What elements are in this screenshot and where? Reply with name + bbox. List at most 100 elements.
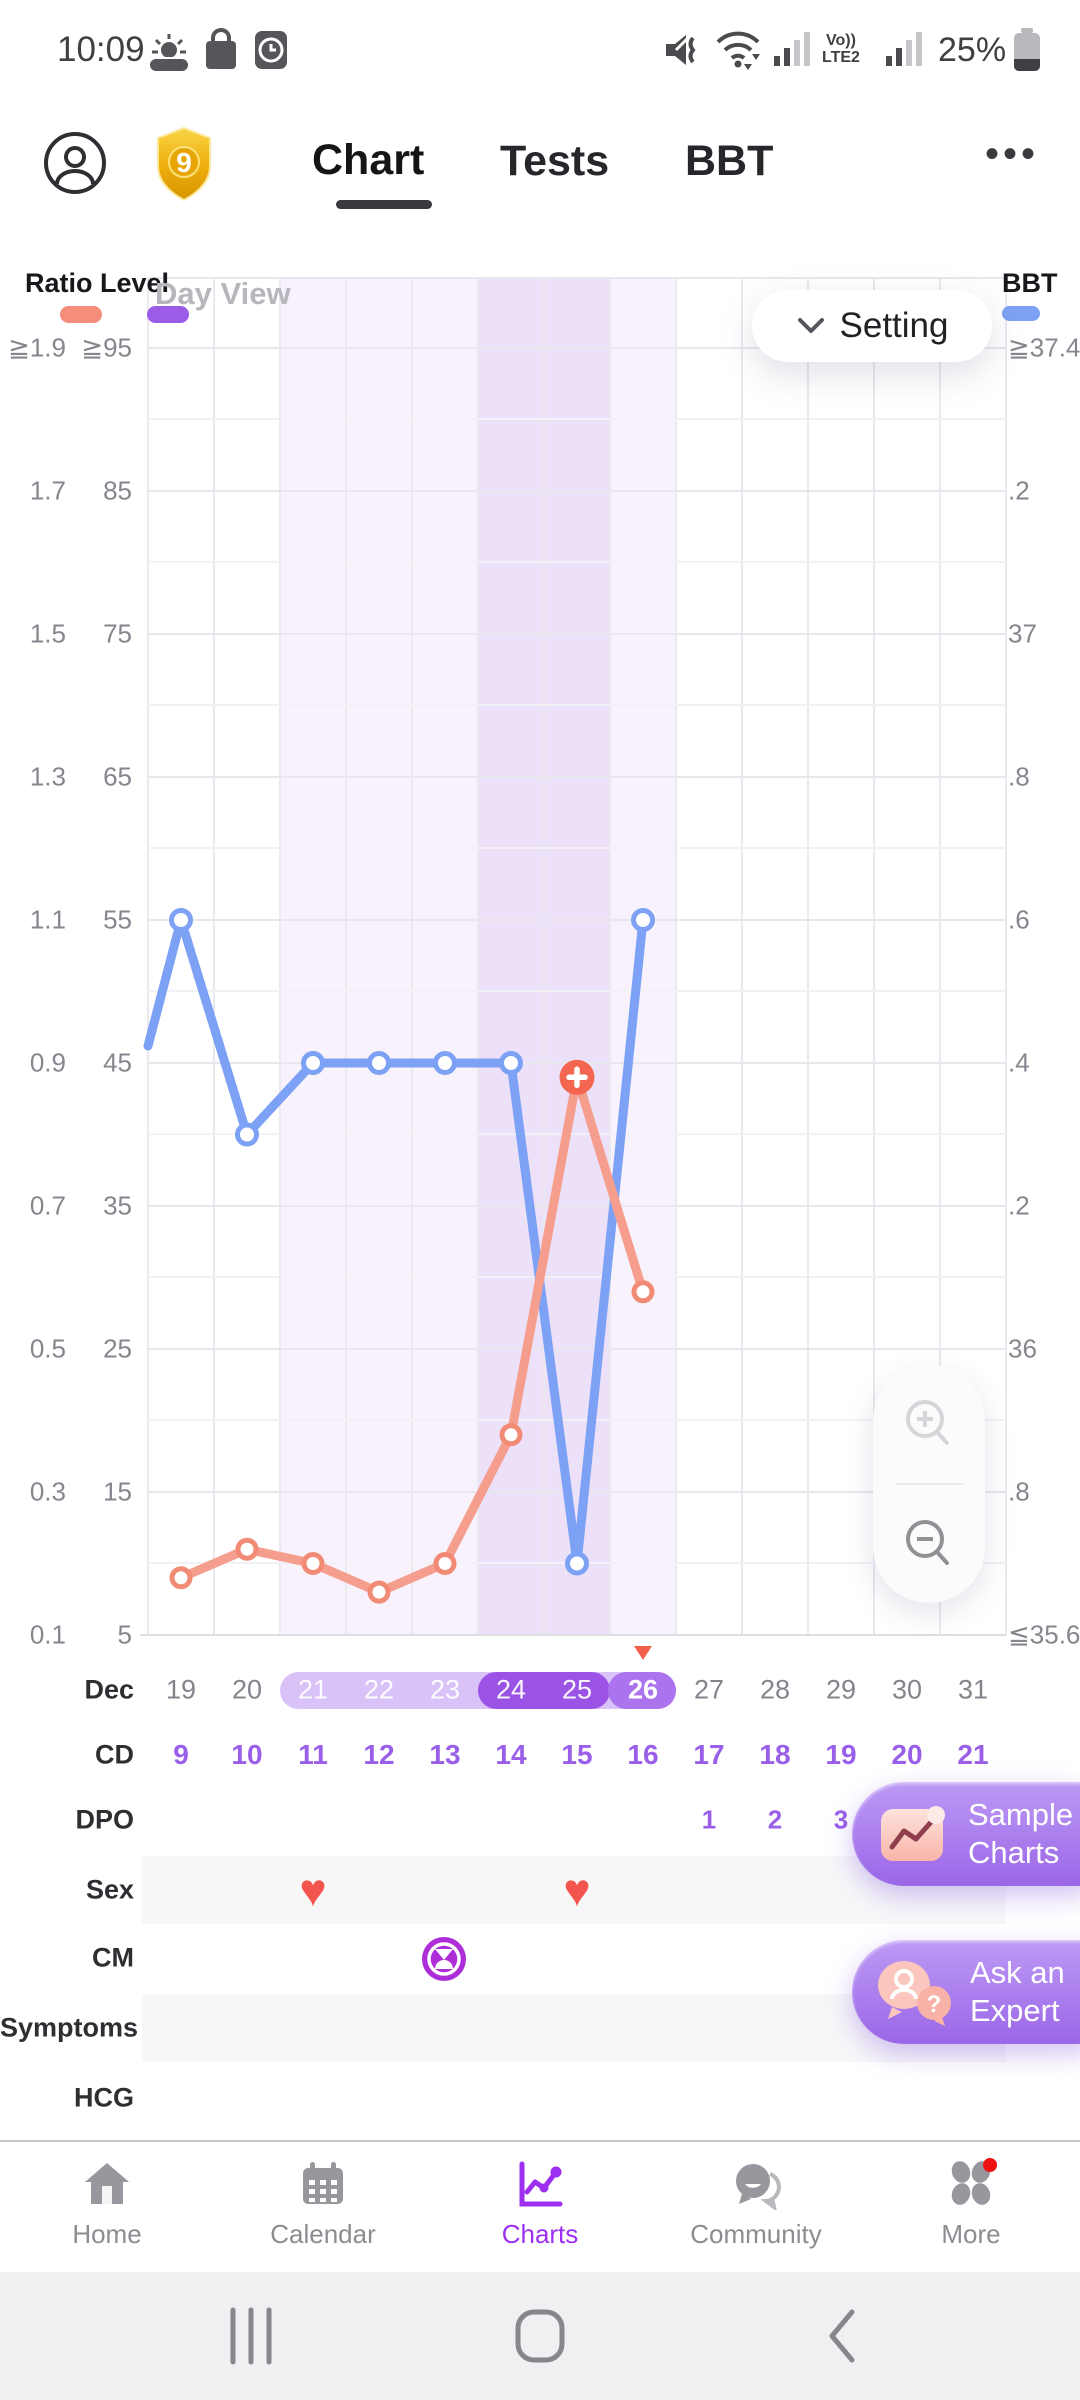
cd-cell: 10	[231, 1739, 263, 1770]
wifi-icon	[716, 31, 760, 70]
svg-text:?: ?	[927, 1991, 942, 2018]
sample-charts-button[interactable]: Sample Charts	[852, 1782, 1080, 1886]
zoom-out-icon[interactable]	[897, 1513, 961, 1577]
legend-ratio-level-title: Ratio Level	[25, 268, 170, 298]
profile-icon[interactable]	[42, 130, 108, 196]
weather-icon	[148, 34, 190, 72]
row-label-symptoms: Symptoms	[0, 2012, 139, 2043]
date-cell[interactable]: 31	[957, 1674, 989, 1705]
svg-text:9: 9	[176, 147, 192, 178]
cd-cell: 20	[891, 1739, 923, 1770]
date-cell[interactable]: 19	[165, 1674, 197, 1705]
sex-heart-icon[interactable]: ♥	[563, 1864, 591, 1916]
cd-cell: 17	[693, 1739, 725, 1770]
axis-bbt-tick: .2	[1008, 475, 1030, 506]
date-cell[interactable]: 23	[429, 1674, 461, 1705]
mute-icon	[666, 35, 696, 65]
date-cell-selected[interactable]: 26	[627, 1674, 659, 1705]
day-view-label: Day View	[155, 276, 291, 311]
bbt-swatch	[1002, 306, 1040, 321]
nav-more[interactable]: More	[891, 2158, 1051, 2250]
level-badge-icon[interactable]: 9	[150, 124, 218, 204]
nav-home[interactable]: Home	[27, 2158, 187, 2250]
nav-community[interactable]: Community	[676, 2158, 836, 2250]
high-fertility-pill	[478, 1672, 610, 1709]
back-button[interactable]	[822, 2308, 862, 2364]
tab-tests[interactable]: Tests	[500, 137, 610, 185]
zoom-in-icon[interactable]	[897, 1393, 961, 1457]
axis-bbt-tick: .8	[1008, 761, 1030, 792]
date-cell[interactable]: 28	[759, 1674, 791, 1705]
nav-charts[interactable]: Charts	[460, 2158, 620, 2250]
system-nav-bar	[0, 2272, 1080, 2400]
more-icon	[951, 2158, 997, 2205]
more-options-icon[interactable]: •••	[985, 132, 1040, 176]
charts-icon	[519, 2161, 563, 2207]
row-label-cd: CD	[95, 1739, 134, 1770]
cd-cell: 18	[759, 1739, 791, 1770]
axis-bbt-tick: 37	[1008, 618, 1037, 649]
fertile-band-light	[280, 278, 478, 1635]
cd-cell: 16	[627, 1739, 659, 1770]
home-icon	[85, 2163, 129, 2204]
setting-label: Setting	[839, 306, 949, 345]
ask-expert-icon: ?	[878, 1961, 951, 2026]
axis-ratio-tick: ≧1.9	[8, 332, 66, 363]
date-cell[interactable]: 24	[495, 1674, 527, 1705]
axis-ratio-tick: 1.1	[29, 904, 66, 935]
row-label-cm: CM	[92, 1942, 134, 1973]
chevron-down-icon	[797, 318, 824, 333]
recents-button[interactable]	[225, 2306, 277, 2366]
chart-grid	[140, 277, 1007, 1636]
date-cell[interactable]: 29	[825, 1674, 857, 1705]
axis-ratio-tick: 1.7	[29, 475, 66, 506]
axis-bbt-tick: .6	[1008, 904, 1030, 935]
level-swatch	[147, 306, 189, 323]
cervical-mucus-icon[interactable]	[420, 1935, 468, 1983]
axis-ratio-tick: 0.9	[29, 1047, 66, 1078]
date-cell[interactable]: 21	[297, 1674, 329, 1705]
axis-level-tick: 85	[103, 475, 132, 506]
tab-chart[interactable]: Chart	[312, 136, 425, 184]
ratio-swatch	[60, 306, 102, 323]
tab-chart-underline	[336, 200, 432, 209]
axis-level-tick: ≧95	[81, 332, 132, 363]
row-label-dpo: DPO	[75, 1804, 134, 1835]
chart-series[interactable]	[0, 0, 1080, 1700]
axis-level-tick: 35	[103, 1190, 132, 1221]
nav-calendar[interactable]: Calendar	[243, 2158, 403, 2250]
legend-bbt-title: BBT	[1002, 268, 1058, 298]
notification-badge	[983, 2158, 997, 2172]
day-26-pill	[608, 1672, 676, 1709]
home-button[interactable]	[512, 2308, 568, 2364]
axis-bbt-tick: ≧37.4	[1008, 332, 1080, 363]
sex-heart-icon[interactable]: ♥	[299, 1864, 327, 1916]
calendar-icon	[303, 2162, 343, 2204]
axis-ratio-tick: 1.5	[29, 618, 66, 649]
axis-ratio-tick: 0.1	[29, 1619, 66, 1650]
current-day-marker	[634, 1646, 652, 1660]
date-cell[interactable]: 30	[891, 1674, 923, 1705]
axis-level-tick: 45	[103, 1047, 132, 1078]
dpo-cell: 2	[767, 1804, 783, 1835]
community-icon	[736, 2164, 781, 2212]
axis-level-tick: 65	[103, 761, 132, 792]
sample-charts-label: Sample Charts	[968, 1797, 1074, 1870]
axis-bbt-tick: .4	[1008, 1047, 1030, 1078]
date-cell[interactable]: 27	[693, 1674, 725, 1705]
cd-cell: 9	[173, 1739, 189, 1770]
axis-level-tick: 75	[103, 618, 132, 649]
ask-expert-button[interactable]: ? Ask an Expert	[852, 1940, 1080, 2044]
date-cell[interactable]: 25	[561, 1674, 593, 1705]
dpo-cell: 3	[833, 1804, 849, 1835]
axis-ratio-tick: 0.3	[29, 1476, 66, 1507]
axis-level-tick: 5	[117, 1619, 132, 1650]
sample-chart-icon	[881, 1806, 945, 1861]
tab-bbt[interactable]: BBT	[685, 137, 774, 185]
zoom-divider	[895, 1483, 963, 1485]
clock-app-icon	[255, 31, 287, 69]
setting-button[interactable]: Setting	[752, 290, 992, 362]
date-cell[interactable]: 22	[363, 1674, 395, 1705]
date-cell[interactable]: 20	[231, 1674, 263, 1705]
